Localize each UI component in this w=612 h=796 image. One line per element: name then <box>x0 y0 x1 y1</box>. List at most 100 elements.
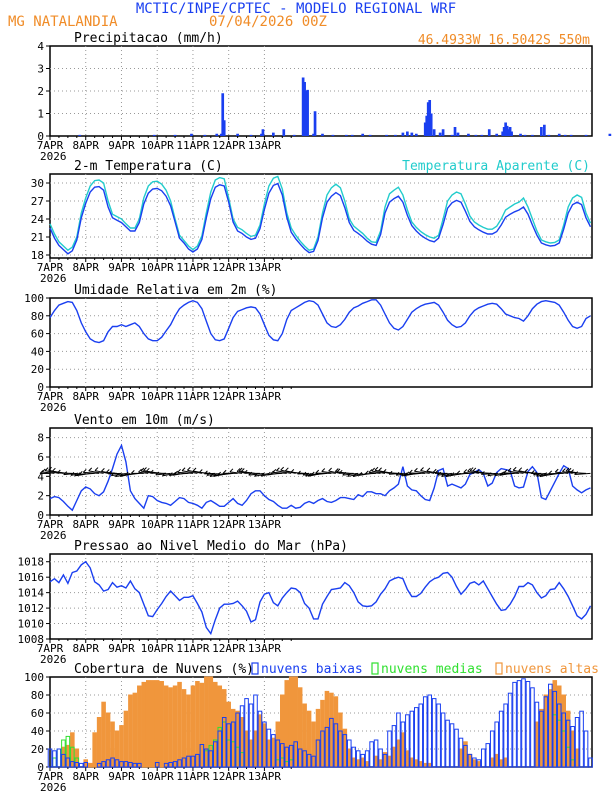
bar <box>204 135 207 136</box>
bar-nuvens-altas <box>504 758 508 767</box>
x-tick-label: 11APR <box>176 261 209 274</box>
bar-nuvens-altas <box>575 749 579 767</box>
bar-nuvens-altas <box>111 722 115 767</box>
x-tick-label: 13APR <box>248 390 281 403</box>
bar-nuvens-altas <box>535 722 539 767</box>
x-tick-label: 10APR <box>141 139 174 152</box>
bar-nuvens-altas <box>213 682 217 767</box>
y-tick-label: 20 <box>31 743 44 756</box>
y-tick-label: 21 <box>31 231 44 244</box>
bar-nuvens-altas <box>307 711 311 767</box>
wind-arrow <box>504 473 519 474</box>
bar-nuvens-altas <box>62 747 66 767</box>
bar <box>345 135 348 136</box>
bar <box>361 134 364 136</box>
bar-nuvens-altas <box>374 756 378 767</box>
bar <box>415 134 418 136</box>
bar-nuvens-altas <box>348 749 352 767</box>
y-tick-label: 3 <box>37 63 44 76</box>
bar-nuvens-altas <box>133 693 137 767</box>
x-tick-label: 12APR <box>212 518 245 531</box>
x-tick-label: 8APR <box>72 261 99 274</box>
x-tick-label: 8APR <box>72 770 99 783</box>
panel-title: 2-m Temperatura (C) <box>74 159 223 174</box>
bar-nuvens-altas <box>544 695 548 767</box>
bar <box>215 134 218 136</box>
bar <box>433 129 436 136</box>
x-tick-label: 11APR <box>176 770 209 783</box>
bar <box>293 135 296 136</box>
panel-title: Vento em 10m (m/s) <box>74 413 215 428</box>
bar-nuvens-altas <box>365 762 369 767</box>
bar-nuvens-altas <box>459 749 463 767</box>
wind-arrow <box>271 473 283 474</box>
bar-nuvens-altas <box>245 731 249 767</box>
bar <box>306 90 309 136</box>
plot-frame <box>50 554 592 639</box>
bar-nuvens-altas <box>231 709 235 767</box>
bar-nuvens-altas <box>352 758 356 767</box>
bar <box>510 132 513 137</box>
bar-nuvens-altas <box>499 760 503 767</box>
y-tick-label: 8 <box>37 432 44 445</box>
bar-nuvens-altas <box>356 760 360 767</box>
bar-nuvens-altas <box>129 695 133 767</box>
bar <box>564 135 567 136</box>
header-run-time: 07/04/2026 00Z <box>209 14 327 30</box>
bar-nuvens-altas <box>401 733 405 767</box>
bar-nuvens-altas <box>557 686 561 767</box>
bar-nuvens-altas <box>169 688 173 767</box>
bar <box>467 134 470 136</box>
x-tick-label: 9APR <box>108 642 135 655</box>
bar-nuvens-altas <box>303 704 307 767</box>
bar-nuvens-altas <box>321 700 325 767</box>
bar-nuvens-altas <box>571 731 575 767</box>
x-tick-label: 10APR <box>141 642 174 655</box>
bar-nuvens-altas <box>280 695 284 767</box>
bar-nuvens-altas <box>209 677 213 767</box>
bar-nuvens-altas <box>263 724 267 767</box>
x-year-label: 2026 <box>40 150 67 163</box>
legend-entry: Temperatura Aparente (C) <box>402 159 590 174</box>
bar-nuvens-altas <box>285 681 289 767</box>
y-tick-label: 27 <box>31 195 44 208</box>
bar <box>406 132 409 137</box>
bar-nuvens-altas <box>173 686 177 767</box>
bar <box>332 135 335 136</box>
bar <box>475 135 478 136</box>
y-tick-label: 80 <box>31 689 44 702</box>
bar-nuvens-altas <box>66 745 70 767</box>
bar <box>190 134 193 136</box>
x-tick-label: 9APR <box>108 261 135 274</box>
y-tick-label: 1016 <box>18 571 45 584</box>
x-tick-label: 12APR <box>212 642 245 655</box>
bar-nuvens-altas <box>272 738 276 767</box>
bar <box>410 133 413 136</box>
bar <box>272 133 275 136</box>
x-year-label: 2026 <box>40 272 67 285</box>
x-tick-label: 12APR <box>212 261 245 274</box>
bar-nuvens-altas <box>397 740 401 767</box>
x-year-label: 2026 <box>40 653 67 666</box>
bar-nuvens-altas <box>549 690 553 767</box>
x-tick-label: 12APR <box>212 770 245 783</box>
y-tick-label: 2 <box>37 490 44 503</box>
bar-nuvens-altas <box>553 681 557 767</box>
bar-nuvens-altas <box>200 683 204 767</box>
bar-nuvens-altas <box>205 677 209 767</box>
bar <box>369 135 372 136</box>
y-tick-label: 100 <box>24 671 44 684</box>
bar-nuvens-altas <box>415 760 419 767</box>
bar <box>223 120 226 136</box>
bar <box>519 134 522 136</box>
y-tick-label: 1010 <box>18 618 45 631</box>
bar-nuvens-altas <box>249 740 253 767</box>
y-tick-label: 0 <box>37 130 44 143</box>
bar-nuvens-altas <box>298 688 302 767</box>
bar-nuvens-altas <box>379 760 383 767</box>
